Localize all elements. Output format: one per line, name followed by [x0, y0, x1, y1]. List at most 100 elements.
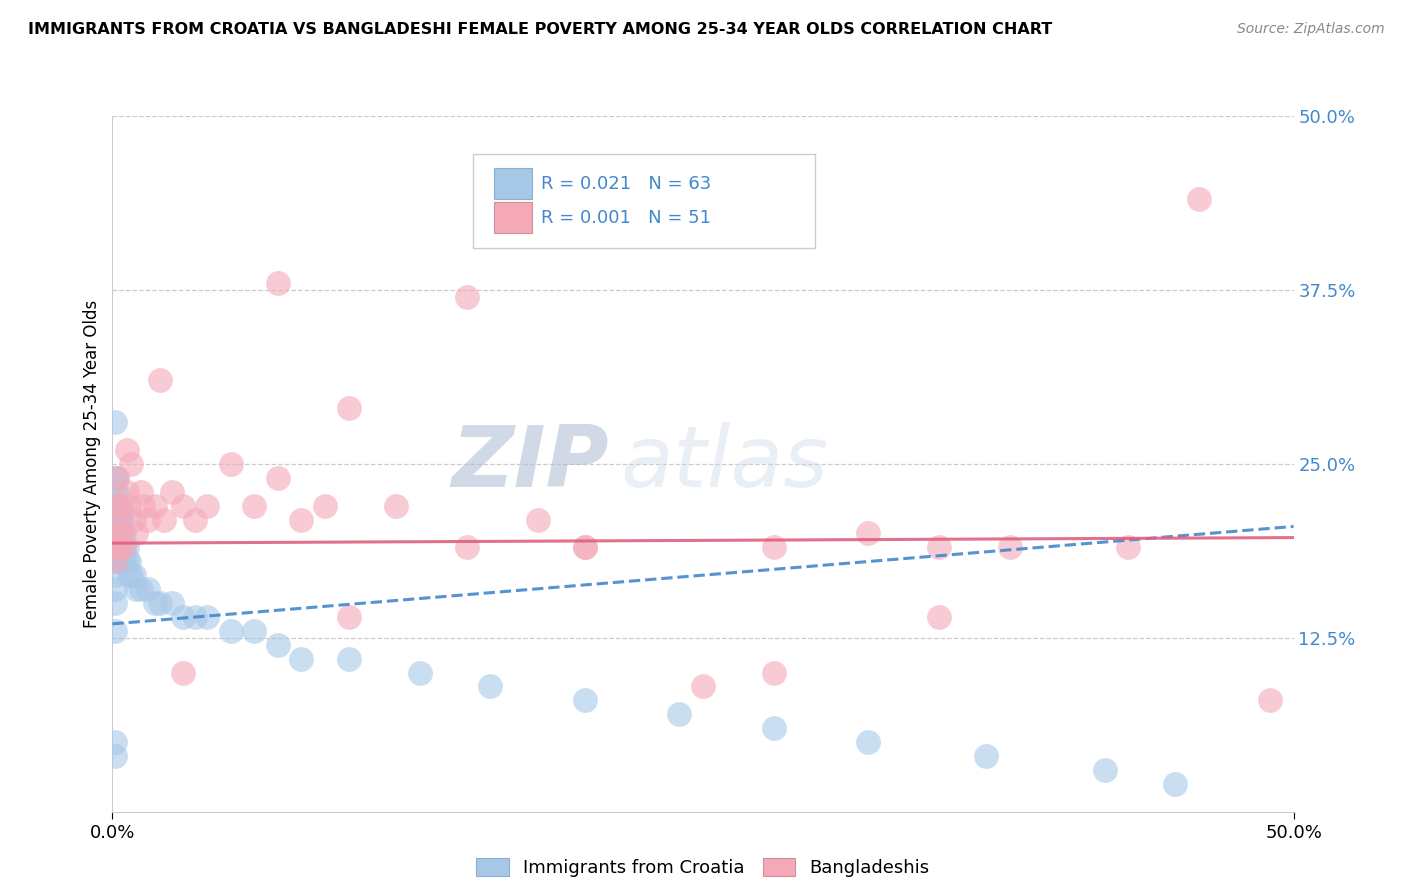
- Point: [120, 457, 142, 471]
- Point: [479, 680, 502, 694]
- Point: [526, 512, 548, 526]
- Point: [1164, 777, 1187, 791]
- Y-axis label: Female Poverty Among 25-34 Year Olds: Female Poverty Among 25-34 Year Olds: [83, 300, 101, 628]
- Point: [108, 554, 131, 568]
- Point: [105, 484, 128, 499]
- Point: [104, 526, 127, 541]
- Bar: [494, 202, 531, 233]
- Point: [243, 499, 266, 513]
- Point: [104, 749, 127, 764]
- Point: [112, 541, 135, 555]
- Point: [111, 554, 134, 568]
- Point: [153, 512, 176, 526]
- Point: [574, 541, 596, 555]
- Point: [149, 596, 172, 610]
- Point: [160, 484, 183, 499]
- Point: [105, 471, 128, 485]
- Point: [120, 568, 142, 582]
- Point: [668, 707, 690, 722]
- Point: [1258, 693, 1281, 707]
- Point: [112, 554, 135, 568]
- Point: [574, 541, 596, 555]
- Text: R = 0.001   N = 51: R = 0.001 N = 51: [541, 209, 711, 227]
- Point: [149, 373, 172, 387]
- Point: [115, 442, 138, 457]
- Point: [104, 582, 127, 596]
- Point: [184, 610, 207, 624]
- Point: [136, 512, 159, 526]
- Point: [104, 512, 127, 526]
- Point: [184, 512, 207, 526]
- Point: [267, 276, 290, 290]
- Point: [104, 568, 127, 582]
- Point: [108, 512, 131, 526]
- Point: [976, 749, 998, 764]
- Text: atlas: atlas: [620, 422, 828, 506]
- Point: [219, 457, 242, 471]
- Point: [104, 541, 127, 555]
- Point: [385, 499, 408, 513]
- Point: [219, 624, 242, 638]
- Point: [104, 735, 127, 749]
- Point: [105, 512, 128, 526]
- Point: [290, 651, 312, 665]
- Point: [143, 499, 166, 513]
- Point: [129, 484, 152, 499]
- Point: [762, 721, 785, 735]
- Point: [762, 541, 785, 555]
- Point: [104, 596, 127, 610]
- Point: [104, 541, 127, 555]
- Point: [108, 499, 131, 513]
- Point: [122, 568, 145, 582]
- Point: [195, 499, 218, 513]
- Point: [104, 554, 127, 568]
- Point: [408, 665, 430, 680]
- Point: [118, 499, 141, 513]
- Point: [115, 554, 138, 568]
- Point: [136, 582, 159, 596]
- Point: [456, 541, 478, 555]
- Point: [104, 499, 127, 513]
- Point: [111, 541, 134, 555]
- Point: [111, 526, 134, 541]
- Point: [267, 471, 290, 485]
- Point: [108, 499, 131, 513]
- Point: [314, 499, 336, 513]
- Point: [337, 610, 360, 624]
- Point: [111, 526, 134, 541]
- Point: [111, 512, 134, 526]
- Point: [105, 499, 128, 513]
- FancyBboxPatch shape: [472, 154, 815, 248]
- Point: [115, 541, 138, 555]
- Point: [858, 735, 880, 749]
- Point: [243, 624, 266, 638]
- Point: [104, 499, 127, 513]
- Point: [1094, 763, 1116, 777]
- Point: [762, 665, 785, 680]
- Point: [104, 526, 127, 541]
- Point: [692, 680, 714, 694]
- Point: [858, 526, 880, 541]
- Point: [104, 471, 127, 485]
- Point: [129, 582, 152, 596]
- Point: [125, 582, 148, 596]
- Point: [143, 596, 166, 610]
- Point: [1188, 193, 1211, 207]
- Point: [104, 624, 127, 638]
- Text: R = 0.021   N = 63: R = 0.021 N = 63: [541, 175, 711, 194]
- Point: [172, 499, 194, 513]
- Point: [267, 638, 290, 652]
- Text: Source: ZipAtlas.com: Source: ZipAtlas.com: [1237, 22, 1385, 37]
- Point: [172, 665, 194, 680]
- Point: [337, 651, 360, 665]
- Point: [118, 568, 141, 582]
- Legend: Immigrants from Croatia, Bangladeshis: Immigrants from Croatia, Bangladeshis: [471, 853, 935, 883]
- Point: [112, 541, 135, 555]
- Point: [122, 512, 145, 526]
- Text: IMMIGRANTS FROM CROATIA VS BANGLADESHI FEMALE POVERTY AMONG 25-34 YEAR OLDS CORR: IMMIGRANTS FROM CROATIA VS BANGLADESHI F…: [28, 22, 1052, 37]
- Point: [928, 610, 950, 624]
- Point: [105, 526, 128, 541]
- Point: [998, 541, 1021, 555]
- Point: [1116, 541, 1139, 555]
- Bar: [494, 169, 531, 200]
